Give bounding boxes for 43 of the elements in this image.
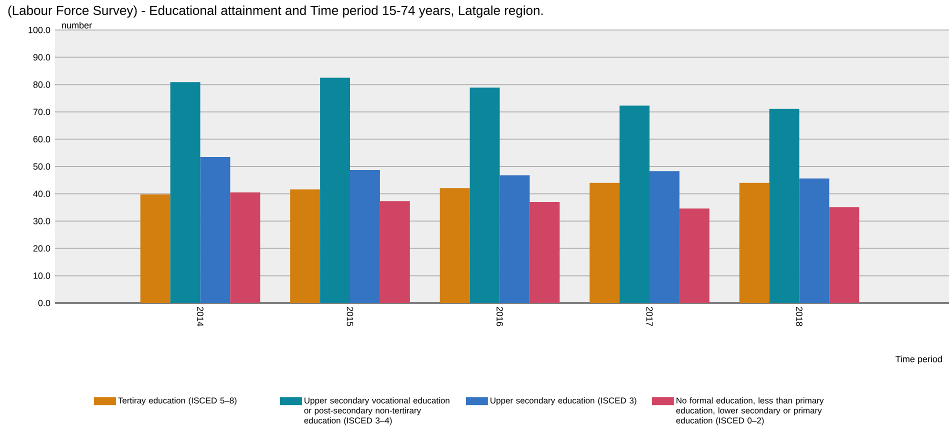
bar	[829, 207, 860, 303]
y-tick-label: 20.0	[33, 245, 50, 252]
x-axis-title: Time period	[896, 356, 942, 364]
x-tick-label: 2016	[496, 306, 503, 326]
bar	[140, 194, 170, 303]
bar	[739, 182, 770, 303]
y-tick-label: 60.0	[33, 136, 50, 142]
legend-label: No formal education, less than primary education, lower secondary or primary education (ISCED 0–2)	[676, 397, 824, 426]
bar	[230, 192, 260, 303]
bar	[590, 182, 620, 303]
bar	[170, 82, 200, 303]
y-tick-label: 100.0	[28, 26, 50, 34]
x-tick-label: 2017	[646, 306, 653, 326]
x-tick-label: 2015	[346, 306, 354, 326]
bar	[320, 78, 350, 303]
legend-label: Upper secondary education (ISCED 3)	[490, 397, 636, 406]
x-tick-label: 2018	[796, 306, 802, 326]
bar	[679, 208, 710, 303]
bar	[380, 201, 410, 303]
y-tick-label: 90.0	[33, 54, 50, 60]
bar	[290, 189, 320, 303]
bar	[500, 175, 530, 303]
bar	[650, 171, 680, 303]
y-tick-label: 30.0	[33, 218, 50, 224]
legend-label: Upper secondary vocational education or post-secondary non-tertirary education (ISCED 3–4)	[304, 397, 450, 426]
x-tick-label: 2014	[197, 306, 204, 326]
y-tick-label: 70.0	[33, 108, 50, 116]
bar	[350, 170, 380, 303]
chart-title: (Labour Force Survey) - Educational attainment and Time period 15-74 years, Latgale region.	[8, 6, 543, 18]
y-tick-label: 10.0	[34, 272, 50, 279]
y-tick-label: 80.0	[33, 81, 50, 88]
y-axis-title: number	[62, 22, 92, 28]
bar	[200, 156, 230, 303]
bar	[769, 108, 800, 303]
legend-label: Tertiray education (ISCED 5–8)	[118, 397, 236, 406]
y-tick-label: 0.0	[38, 300, 50, 306]
y-tick-label: 40.0	[33, 190, 50, 197]
bar	[620, 106, 650, 303]
bar	[530, 202, 560, 303]
y-tick-label: 50.0	[33, 163, 50, 170]
bar	[470, 88, 500, 303]
bar	[799, 178, 830, 303]
bar	[440, 188, 470, 303]
